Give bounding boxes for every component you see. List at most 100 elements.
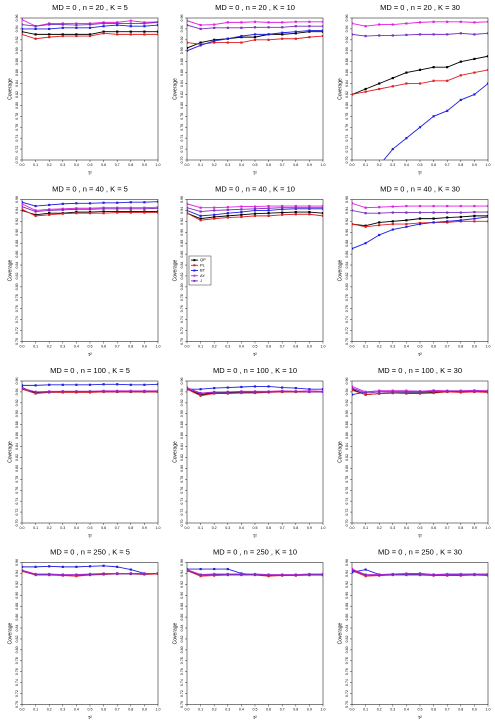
point [253,573,257,576]
point [364,212,367,215]
point [199,210,202,213]
point [405,390,408,394]
point [22,569,24,572]
y-tick-label: 0.80 [180,646,184,653]
point [61,202,64,205]
y-tick-label: 0.84 [345,625,349,632]
point [418,211,422,214]
point [34,37,37,40]
point [34,214,37,217]
chart-title: MD = 0 , n = 40 , K = 10 [215,184,295,193]
y-tick-label: 0.92 [15,218,19,225]
point [378,87,381,91]
y-tick-label: 0.86 [345,69,349,76]
point [321,206,323,209]
point [391,76,394,80]
point [281,21,284,24]
y-axis-label: Coverage [172,78,178,100]
point [22,387,24,390]
point [321,204,323,208]
y-tick-label: 0.76 [180,305,184,312]
x-tick-label: 0.5 [88,707,93,711]
point [22,27,24,31]
point [473,210,476,214]
x-tick-label: 1.0 [321,707,326,711]
y-tick-label: 0.94 [15,388,19,395]
point [365,175,367,177]
point [156,207,158,210]
point [240,215,243,219]
point [61,34,64,38]
point [391,573,394,576]
point [391,228,394,231]
point [75,565,78,568]
point [187,46,189,50]
point [364,90,367,93]
x-tick-label: 1.0 [156,526,161,530]
y-tick-label: 0.76 [180,668,184,675]
point [102,210,105,213]
point [267,385,270,388]
point [116,33,119,36]
point [405,573,408,576]
x-tick-label: 0.5 [418,526,423,530]
point [253,20,257,23]
point [75,390,78,393]
point [129,572,132,576]
point [321,388,323,391]
x-tick-label: 0.7 [445,163,450,167]
point [281,37,284,40]
y-tick-label: 0.78 [345,476,349,483]
point [48,203,51,207]
point [432,204,435,208]
x-tick-label: 0.2 [47,344,52,348]
legend-label: PL [200,262,206,267]
y-tick-label: 0.80 [345,646,349,653]
point [213,573,216,576]
x-tick-label: 0.0 [185,163,190,167]
plot-frame [21,199,159,342]
point [88,23,92,26]
point [116,383,119,386]
point [116,565,119,568]
x-tick-label: 0.5 [88,344,93,348]
x-tick-label: 0.6 [431,163,436,167]
point [459,32,462,35]
point [294,30,297,33]
y-tick-label: 0.88 [180,240,184,247]
y-tick-label: 0.78 [15,294,19,301]
point [418,126,422,129]
point [267,207,270,210]
plot-frame [351,380,489,524]
point [102,572,105,576]
x-tick-label: 0.5 [253,344,258,348]
y-tick-label: 0.80 [180,283,184,290]
point [432,221,435,224]
point [187,387,189,390]
y-tick-label: 0.74 [345,316,349,323]
chart-title: MD = 0 , n = 250 , K = 10 [213,547,297,556]
y-tick-label: 0.96 [345,559,349,566]
point [281,26,284,29]
point [129,390,132,393]
x-tick-label: 0.0 [350,707,355,711]
x-tick-label: 1.0 [156,344,161,348]
y-tick-label: 0.80 [345,283,349,290]
plot-frame [21,562,159,705]
point [473,573,476,576]
point [226,573,229,576]
point [48,383,51,386]
x-tick-label: 0.1 [363,526,368,530]
x-tick-label: 0.9 [307,163,312,167]
point [281,213,284,216]
y-tick-label: 0.78 [180,113,184,120]
x-tick-label: 0.7 [445,707,450,711]
point [446,216,449,219]
point [199,567,202,571]
point [267,21,270,24]
point [156,390,158,393]
y-tick-label: 0.82 [15,635,19,642]
point [240,208,243,211]
y-tick-label: 0.88 [180,421,184,428]
y-tick-label: 0.74 [15,135,19,142]
